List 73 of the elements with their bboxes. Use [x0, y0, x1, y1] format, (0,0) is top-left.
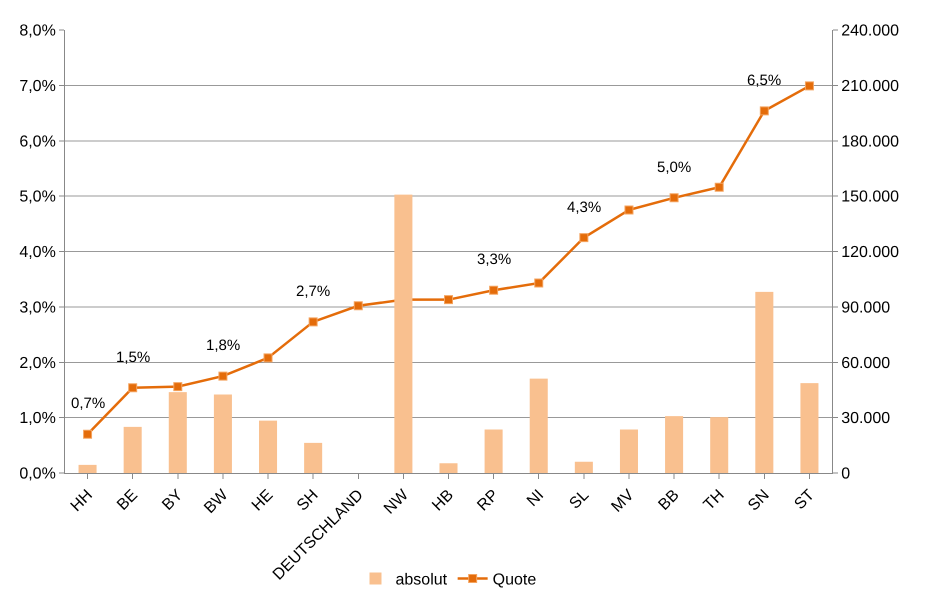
y-tick-label: 7,0% — [19, 78, 56, 95]
x-tick-label: SL — [566, 486, 592, 513]
point — [624, 205, 634, 214]
y2-tick-label: 90.000 — [841, 299, 890, 316]
y-tick-label: 4,0% — [19, 244, 56, 262]
y2-tick-label: 0 — [841, 466, 850, 483]
data-label: 0,7% — [71, 395, 106, 412]
y-tick-label: 0,0% — [19, 466, 56, 483]
bar — [168, 392, 187, 473]
bar — [214, 394, 232, 473]
x-tick-label: ST — [791, 486, 818, 514]
y-tick-label: 8,0% — [19, 22, 56, 40]
point — [173, 382, 182, 392]
y2-tick-label: 210.000 — [841, 78, 900, 95]
point — [534, 278, 544, 288]
x-tick-label: MV — [608, 486, 638, 516]
point — [489, 286, 498, 295]
bar — [755, 292, 774, 473]
point — [670, 193, 679, 202]
point — [714, 182, 724, 192]
point — [760, 106, 769, 116]
bar — [574, 462, 593, 473]
y-tick-label: 5,0% — [19, 188, 56, 206]
bar — [304, 442, 322, 473]
y2-tick-label: 150.000 — [841, 188, 900, 206]
bar — [439, 463, 458, 473]
point — [264, 353, 273, 362]
x-tick-label: BB — [655, 486, 683, 514]
x-tick-label: HB — [429, 486, 457, 514]
y2-tick-label: 120.000 — [841, 244, 900, 262]
data-label: 4,3% — [567, 199, 602, 216]
point — [308, 317, 318, 326]
y-tick-label: 3,0% — [19, 299, 56, 316]
point — [128, 383, 138, 392]
x-tick-label: NI — [524, 486, 548, 510]
x-tick-label: HH — [68, 486, 96, 516]
y-tick-label: 2,0% — [19, 354, 56, 372]
y2-tick-label: 30.000 — [841, 410, 890, 428]
bar — [259, 420, 278, 473]
x-tick-label: NW — [380, 486, 412, 518]
point — [354, 301, 363, 310]
bar — [620, 429, 638, 473]
point — [444, 295, 453, 304]
data-label: 5,0% — [657, 159, 692, 176]
x-tick-label: RP — [474, 486, 502, 514]
bar — [800, 383, 818, 473]
y2-tick-label: 240.000 — [841, 22, 900, 40]
data-label: 2,7% — [296, 283, 330, 300]
bar — [124, 426, 142, 473]
x-tick-label: BY — [159, 486, 187, 514]
bar — [530, 378, 548, 473]
bar — [394, 194, 412, 473]
bar — [665, 416, 684, 473]
point — [218, 372, 228, 381]
x-tick-label: HE — [248, 486, 277, 514]
point — [83, 430, 92, 439]
y-tick-label: 6,0% — [19, 133, 56, 150]
x-tick-label: TH — [700, 486, 728, 514]
data-label: 6,5% — [747, 72, 782, 89]
y2-tick-label: 180.000 — [841, 133, 900, 150]
data-label: 3,3% — [477, 251, 512, 268]
x-tick-label: BE — [114, 486, 142, 514]
data-label: 1,5% — [116, 349, 150, 366]
x-tick-label: BW — [201, 486, 232, 517]
x-tick-label: SN — [745, 486, 773, 514]
bar — [710, 417, 728, 473]
y-tick-label: 1,0% — [19, 410, 56, 428]
data-label: 1,8% — [206, 337, 240, 354]
point — [804, 81, 814, 90]
bar — [484, 429, 503, 473]
y2-tick-label: 60.000 — [841, 354, 890, 372]
bar — [78, 464, 97, 473]
point — [579, 233, 588, 242]
